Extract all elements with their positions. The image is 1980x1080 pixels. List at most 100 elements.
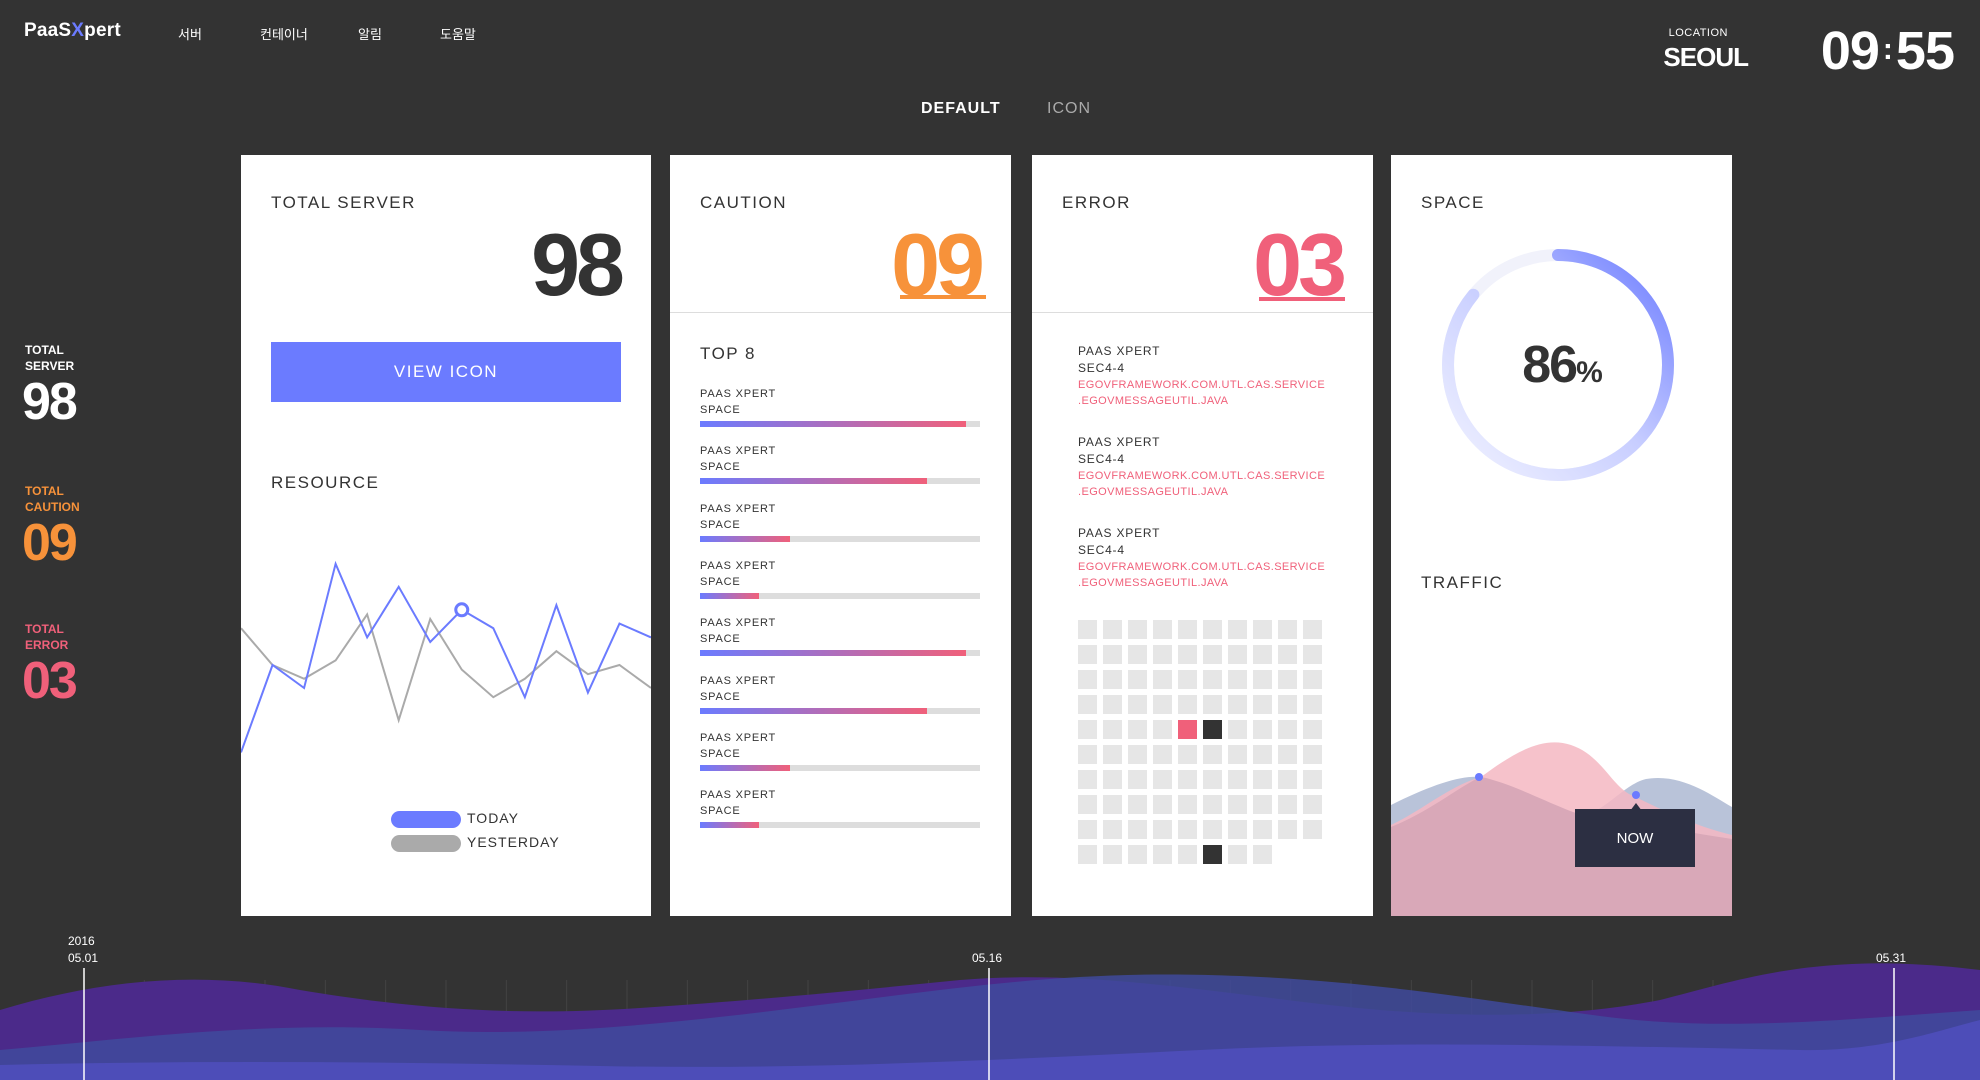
server-cell[interactable]: [1078, 720, 1097, 739]
server-cell[interactable]: [1303, 770, 1322, 789]
server-cell[interactable]: [1128, 845, 1147, 864]
server-cell[interactable]: [1278, 820, 1297, 839]
server-cell[interactable]: [1153, 720, 1172, 739]
server-cell[interactable]: [1253, 695, 1272, 714]
server-cell[interactable]: [1303, 645, 1322, 664]
server-cell[interactable]: [1103, 845, 1122, 864]
server-cell[interactable]: [1278, 670, 1297, 689]
server-cell[interactable]: [1178, 745, 1197, 764]
server-cell[interactable]: [1253, 745, 1272, 764]
server-cell[interactable]: [1303, 620, 1322, 639]
server-cell[interactable]: [1303, 795, 1322, 814]
nav-help[interactable]: 도움말: [440, 27, 476, 42]
server-cell-active[interactable]: [1203, 845, 1222, 864]
error-item[interactable]: PAAS XPERT SEC4-4 EGOVFRAMEWORK.COM.UTL.CA…: [1078, 525, 1338, 591]
server-cell[interactable]: [1303, 820, 1322, 839]
server-cell[interactable]: [1128, 795, 1147, 814]
server-cell[interactable]: [1178, 795, 1197, 814]
server-cell[interactable]: [1153, 770, 1172, 789]
server-cell[interactable]: [1303, 720, 1322, 739]
server-cell[interactable]: [1103, 745, 1122, 764]
server-cell[interactable]: [1078, 745, 1097, 764]
server-cell[interactable]: [1078, 670, 1097, 689]
server-cell[interactable]: [1128, 670, 1147, 689]
server-cell[interactable]: [1303, 695, 1322, 714]
server-cell[interactable]: [1128, 620, 1147, 639]
server-cell[interactable]: [1203, 795, 1222, 814]
server-cell[interactable]: [1153, 795, 1172, 814]
server-cell[interactable]: [1228, 820, 1247, 839]
server-cell[interactable]: [1178, 770, 1197, 789]
server-cell[interactable]: [1153, 670, 1172, 689]
server-cell[interactable]: [1203, 745, 1222, 764]
error-item[interactable]: PAAS XPERT SEC4-4 EGOVFRAMEWORK.COM.UTL.CA…: [1078, 343, 1338, 409]
server-cell[interactable]: [1128, 745, 1147, 764]
server-cell[interactable]: [1103, 820, 1122, 839]
server-cell[interactable]: [1253, 845, 1272, 864]
server-cell[interactable]: [1103, 795, 1122, 814]
server-cell-active[interactable]: [1203, 720, 1222, 739]
server-cell[interactable]: [1303, 745, 1322, 764]
server-cell[interactable]: [1203, 695, 1222, 714]
server-cell[interactable]: [1078, 845, 1097, 864]
server-cell[interactable]: [1203, 645, 1222, 664]
server-cell[interactable]: [1078, 695, 1097, 714]
server-cell[interactable]: [1278, 645, 1297, 664]
server-cell[interactable]: [1278, 695, 1297, 714]
server-cell[interactable]: [1178, 670, 1197, 689]
server-cell[interactable]: [1078, 820, 1097, 839]
top8-item[interactable]: PAAS XPERT SPACE: [700, 501, 980, 542]
server-cell[interactable]: [1178, 820, 1197, 839]
server-cell[interactable]: [1253, 795, 1272, 814]
server-cell[interactable]: [1203, 670, 1222, 689]
nav-container[interactable]: 컨테이너: [260, 27, 308, 42]
server-cell[interactable]: [1128, 695, 1147, 714]
now-badge[interactable]: NOW: [1575, 809, 1695, 867]
server-cell[interactable]: [1128, 770, 1147, 789]
server-cell[interactable]: [1178, 695, 1197, 714]
server-cell[interactable]: [1153, 820, 1172, 839]
server-cell[interactable]: [1103, 670, 1122, 689]
server-cell[interactable]: [1228, 845, 1247, 864]
server-cell[interactable]: [1303, 670, 1322, 689]
server-cell[interactable]: [1078, 620, 1097, 639]
server-cell[interactable]: [1253, 670, 1272, 689]
server-cell[interactable]: [1178, 620, 1197, 639]
server-cell[interactable]: [1228, 745, 1247, 764]
server-cell[interactable]: [1078, 770, 1097, 789]
server-cell[interactable]: [1253, 620, 1272, 639]
traffic-point-now[interactable]: [1632, 791, 1640, 799]
server-cell[interactable]: [1203, 820, 1222, 839]
tab-icon[interactable]: ICON: [1047, 100, 1091, 117]
server-cell[interactable]: [1128, 645, 1147, 664]
top8-item[interactable]: PAAS XPERT SPACE: [700, 443, 980, 485]
server-cell[interactable]: [1103, 720, 1122, 739]
view-icon-button[interactable]: VIEW ICON: [271, 342, 621, 402]
highlight-point[interactable]: [454, 602, 470, 618]
nav-server[interactable]: 서버: [178, 27, 202, 42]
server-cell[interactable]: [1153, 845, 1172, 864]
server-cell-error[interactable]: [1178, 720, 1197, 739]
server-cell[interactable]: [1103, 695, 1122, 714]
app-logo[interactable]: PaaSXpert: [24, 20, 121, 42]
server-cell[interactable]: [1228, 770, 1247, 789]
server-cell[interactable]: [1228, 645, 1247, 664]
error-item[interactable]: PAAS XPERT SEC4-4 EGOVFRAMEWORK.COM.UTL.CA…: [1078, 434, 1338, 500]
server-cell[interactable]: [1228, 720, 1247, 739]
server-cell[interactable]: [1203, 770, 1222, 789]
server-cell[interactable]: [1228, 795, 1247, 814]
top8-item[interactable]: PAAS XPERT SPACE: [700, 730, 980, 771]
server-cell[interactable]: [1278, 720, 1297, 739]
top8-item[interactable]: PAAS XPERT SPACE: [700, 558, 980, 599]
server-cell[interactable]: [1078, 795, 1097, 814]
server-cell[interactable]: [1228, 620, 1247, 639]
server-cell[interactable]: [1128, 720, 1147, 739]
nav-alert[interactable]: 알림: [358, 27, 382, 42]
server-cell[interactable]: [1228, 695, 1247, 714]
server-cell[interactable]: [1253, 720, 1272, 739]
server-cell[interactable]: [1253, 645, 1272, 664]
server-cell[interactable]: [1253, 770, 1272, 789]
top8-item[interactable]: PAAS XPERT SPACE: [700, 386, 980, 427]
server-cell[interactable]: [1278, 745, 1297, 764]
server-cell[interactable]: [1178, 645, 1197, 664]
